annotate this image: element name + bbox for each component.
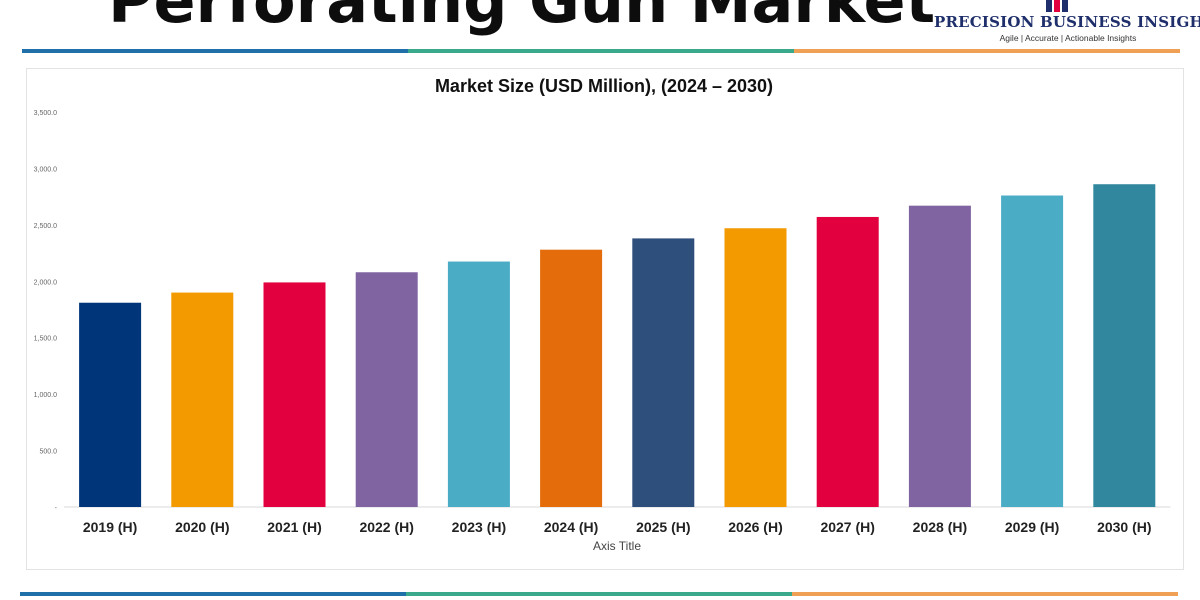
x-tick-label: 2028 (H) [913,519,967,535]
top-stripe-orange [794,49,1180,53]
bar-2029 [1001,195,1064,507]
x-tick-label: 2030 (H) [1097,519,1151,535]
y-tick-label: 3,000.0 [34,166,57,173]
x-tick-label: 2029 (H) [1005,519,1059,535]
bottom-stripe-blue [20,592,406,596]
bar-2030 [1093,184,1156,507]
x-tick-label: 2019 (H) [83,519,137,535]
x-tick-label: 2020 (H) [175,519,229,535]
bar-2026 [724,228,787,507]
logo-company-name: PRECISION BUSINESS INSIGHTS [934,13,1200,31]
y-tick-label: - [55,505,58,512]
company-logo: PRECISION BUSINESS INSIGHTS Agile | Accu… [930,0,1200,48]
x-tick-label: 2024 (H) [544,519,598,535]
x-tick-label: 2023 (H) [452,519,506,535]
y-tick-label: 1,500.0 [34,336,57,343]
x-tick-label: 2027 (H) [820,519,874,535]
y-tick-label: 1,000.0 [34,392,57,399]
top-stripe-blue [22,49,408,53]
y-tick-label: 2,500.0 [34,223,57,230]
bar-2025 [632,238,695,507]
y-tick-label: 500.0 [39,449,57,456]
bar-2022 [355,272,418,507]
top-stripe-green [408,49,794,53]
bar-2019 [79,302,142,507]
bottom-stripe-green [406,592,792,596]
chart-title: Market Size (USD Million), (2024 – 2030) [434,76,774,96]
logo-tagline: Agile | Accurate | Actionable Insights [999,33,1137,43]
x-tick-label: 2021 (H) [267,519,321,535]
y-tick-label: 2,000.0 [34,279,57,286]
bar-2023 [447,261,510,507]
bottom-stripe-orange [792,592,1178,596]
bar-2028 [908,205,971,507]
x-axis-title: Axis Title [592,539,641,553]
y-tick-label: 3,500.0 [34,110,57,117]
page-title: Perforating Gun Market [108,0,936,37]
bar-2021 [263,282,326,507]
x-tick-label: 2025 (H) [636,519,690,535]
bar-2027 [816,216,879,507]
x-tick-label: 2022 (H) [359,519,413,535]
bar-2020 [171,292,234,507]
bar-2024 [540,249,603,507]
x-tick-label: 2026 (H) [728,519,782,535]
bar-graph-logo-icon [1046,0,1068,12]
